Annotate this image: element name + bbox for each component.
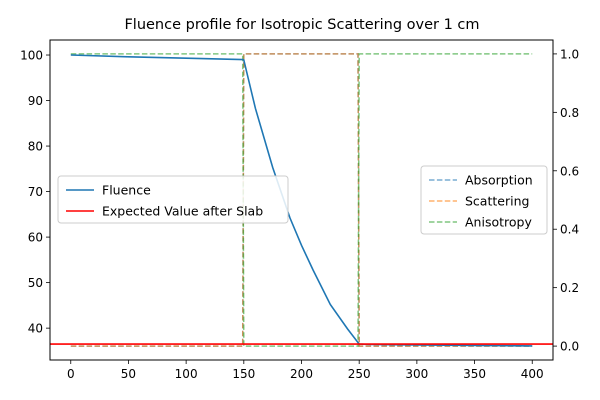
x-tick-label: 50 <box>121 367 136 381</box>
chart-title: Fluence profile for Isotropic Scattering… <box>124 17 479 33</box>
x-axis: 0 50 100 150 200 250 300 350 400 <box>67 360 544 381</box>
legend-label-fluence: Fluence <box>102 183 151 198</box>
y2-tick-label: 0.0 <box>560 340 579 354</box>
x-tick-label: 0 <box>67 367 75 381</box>
x-tick-label: 200 <box>290 367 313 381</box>
y-tick-label: 70 <box>28 185 43 199</box>
plot-lines <box>50 53 553 347</box>
y-axis-right: 0.0 0.2 0.4 0.6 0.8 1.0 <box>553 47 579 354</box>
legend-label-expected-value-after-slab: Expected Value after Slab <box>102 204 263 219</box>
x-tick-label: 150 <box>232 367 255 381</box>
legend-right: Absorption Scattering Anisotropy <box>420 165 548 235</box>
legend-left-box <box>57 175 289 224</box>
y-tick-label: 100 <box>20 49 43 63</box>
y-tick-label: 60 <box>28 231 43 245</box>
x-tick-label: 100 <box>175 367 198 381</box>
legend-label-anisotropy: Anisotropy <box>465 215 532 230</box>
y2-tick-label: 0.6 <box>560 164 579 178</box>
x-tick-label: 400 <box>521 367 544 381</box>
legend-label-absorption: Absorption <box>465 173 533 188</box>
legend-right-box <box>420 165 548 235</box>
y-tick-label: 50 <box>28 276 43 290</box>
legend-left: Fluence Expected Value after Slab <box>57 175 289 224</box>
anisotropy-line <box>70 53 533 347</box>
scattering-line <box>70 53 533 347</box>
x-tick-label: 250 <box>348 367 371 381</box>
y-axis-left: 40 50 60 70 80 90 100 <box>20 49 50 336</box>
y2-tick-label: 0.4 <box>560 223 579 237</box>
y2-tick-label: 0.8 <box>560 106 579 120</box>
y-tick-label: 40 <box>28 322 43 336</box>
y2-tick-label: 0.2 <box>560 281 579 295</box>
y-tick-label: 80 <box>28 140 43 154</box>
y-tick-label: 90 <box>28 94 43 108</box>
y2-tick-label: 1.0 <box>560 47 579 61</box>
legend-label-scattering: Scattering <box>465 194 529 209</box>
x-tick-label: 350 <box>463 367 486 381</box>
x-tick-label: 300 <box>405 367 428 381</box>
